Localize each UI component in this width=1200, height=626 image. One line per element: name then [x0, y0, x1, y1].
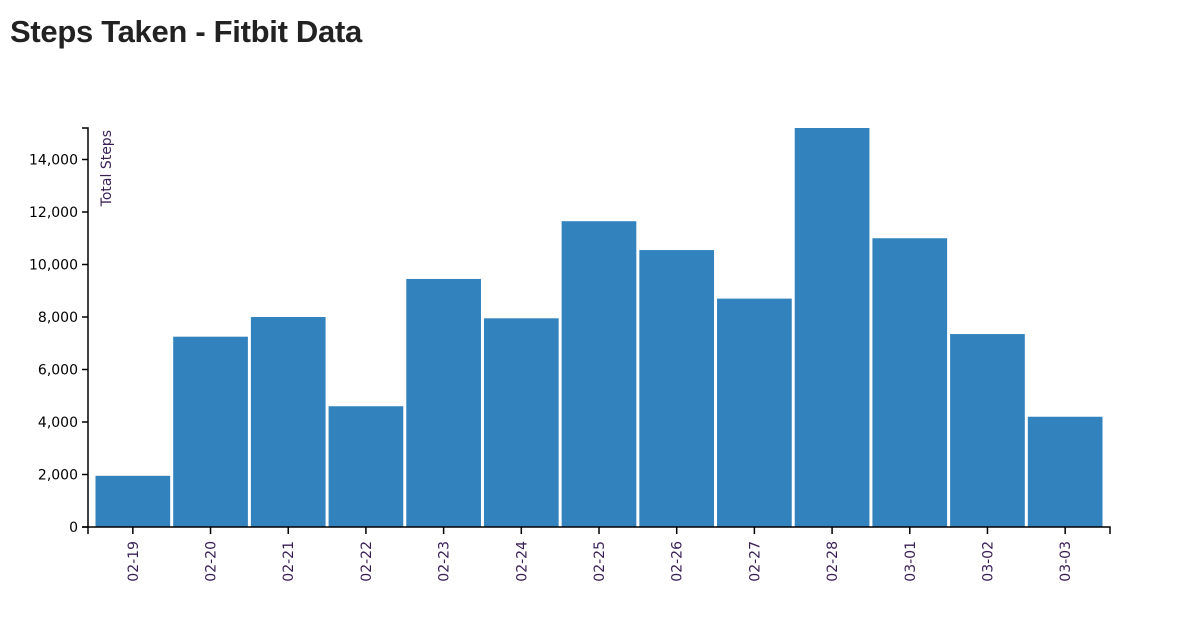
bar-02-20	[173, 336, 248, 527]
bar-02-26	[639, 250, 715, 527]
bar-02-22	[328, 406, 404, 527]
y-tick-label: 8,000	[38, 310, 78, 326]
x-tick-label: 03-02	[980, 541, 996, 582]
y-axis-line	[82, 127, 89, 528]
x-tick-label: 02-21	[281, 541, 297, 582]
bars-group	[95, 128, 1103, 528]
x-axis: 02-19 02-20 02-21 02-22 02-23 02-24 02-25 02-26…	[87, 526, 1111, 582]
x-tick-label: 02-25	[592, 541, 608, 582]
bar-02-27	[717, 298, 792, 528]
y-tick-label: 6,000	[38, 363, 78, 379]
y-tick-label: 0	[69, 520, 78, 536]
x-tick-label: 02-20	[204, 541, 220, 582]
y-tick-label: 14,000	[29, 153, 78, 169]
bar-02-19	[95, 475, 171, 527]
x-tick-label: 02-27	[747, 541, 763, 582]
bar-03-02	[950, 334, 1025, 527]
x-tick-label: 03-01	[903, 541, 919, 582]
bar-02-25	[561, 221, 637, 527]
bar-03-03	[1027, 416, 1103, 527]
y-tick-label: 12,000	[29, 205, 78, 221]
x-tick-label: 02-23	[437, 541, 453, 582]
x-tick-label: 03-03	[1058, 541, 1074, 582]
y-tick-label: 4,000	[38, 415, 78, 431]
x-tick-label: 02-22	[359, 541, 375, 582]
y-axis-label: Total Steps	[99, 130, 115, 207]
bar-02-24	[483, 318, 559, 527]
bar-03-01	[872, 238, 948, 527]
x-tick-label: 02-26	[670, 541, 686, 582]
chart-title: Steps Taken - Fitbit Data	[10, 14, 362, 49]
x-tick-label: 02-24	[514, 541, 530, 582]
bar-02-23	[406, 278, 481, 527]
bar-02-28	[794, 128, 870, 527]
y-tick-label: 2,000	[38, 468, 78, 484]
y-tick-label: 10,000	[29, 258, 78, 274]
bar-02-21	[250, 317, 326, 527]
x-tick-label: 02-28	[825, 541, 841, 582]
y-axis: 0 2,000 4,000 6,000 8,000 10,000 12,000 14,000	[29, 127, 89, 536]
x-tick-label: 02-19	[126, 541, 142, 582]
